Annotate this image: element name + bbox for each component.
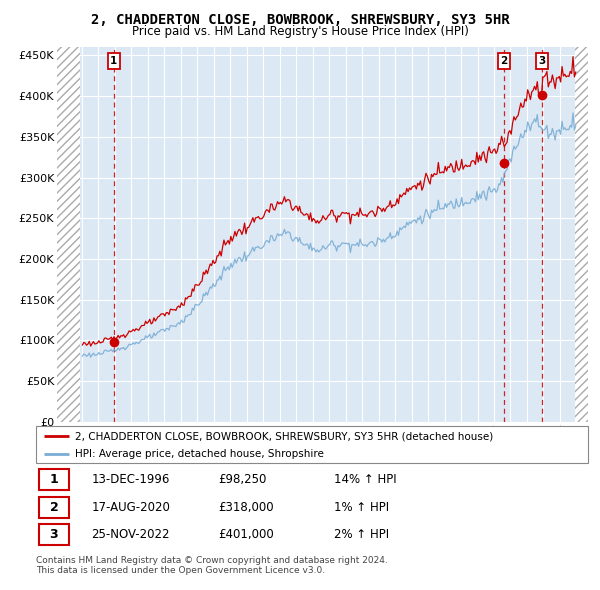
- Text: 2% ↑ HPI: 2% ↑ HPI: [334, 529, 389, 542]
- Bar: [39, 497, 69, 518]
- Text: 2: 2: [50, 501, 58, 514]
- Text: 2, CHADDERTON CLOSE, BOWBROOK, SHREWSBURY, SY3 5HR (detached house): 2, CHADDERTON CLOSE, BOWBROOK, SHREWSBUR…: [74, 431, 493, 441]
- Text: 3: 3: [50, 529, 58, 542]
- Text: Contains HM Land Registry data © Crown copyright and database right 2024.: Contains HM Land Registry data © Crown c…: [36, 556, 388, 565]
- Text: 1: 1: [110, 56, 118, 66]
- Text: 2, CHADDERTON CLOSE, BOWBROOK, SHREWSBURY, SY3 5HR: 2, CHADDERTON CLOSE, BOWBROOK, SHREWSBUR…: [91, 13, 509, 27]
- Bar: [39, 525, 69, 545]
- Text: 13-DEC-1996: 13-DEC-1996: [91, 473, 170, 486]
- Bar: [57, 47, 80, 422]
- Text: 1% ↑ HPI: 1% ↑ HPI: [334, 501, 389, 514]
- Text: 14% ↑ HPI: 14% ↑ HPI: [334, 473, 397, 486]
- Text: 1: 1: [50, 473, 58, 486]
- Text: 2: 2: [500, 56, 508, 66]
- Text: HPI: Average price, detached house, Shropshire: HPI: Average price, detached house, Shro…: [74, 449, 323, 459]
- Text: Price paid vs. HM Land Registry's House Price Index (HPI): Price paid vs. HM Land Registry's House …: [131, 25, 469, 38]
- Text: £318,000: £318,000: [218, 501, 274, 514]
- Text: 17-AUG-2020: 17-AUG-2020: [91, 501, 170, 514]
- Text: 3: 3: [538, 56, 545, 66]
- Bar: [575, 47, 588, 422]
- Bar: [39, 470, 69, 490]
- FancyBboxPatch shape: [36, 426, 588, 463]
- Bar: [57, 47, 80, 422]
- Text: 25-NOV-2022: 25-NOV-2022: [91, 529, 170, 542]
- Bar: [575, 47, 588, 422]
- Text: This data is licensed under the Open Government Licence v3.0.: This data is licensed under the Open Gov…: [36, 566, 325, 575]
- Text: £401,000: £401,000: [218, 529, 274, 542]
- Text: £98,250: £98,250: [218, 473, 266, 486]
